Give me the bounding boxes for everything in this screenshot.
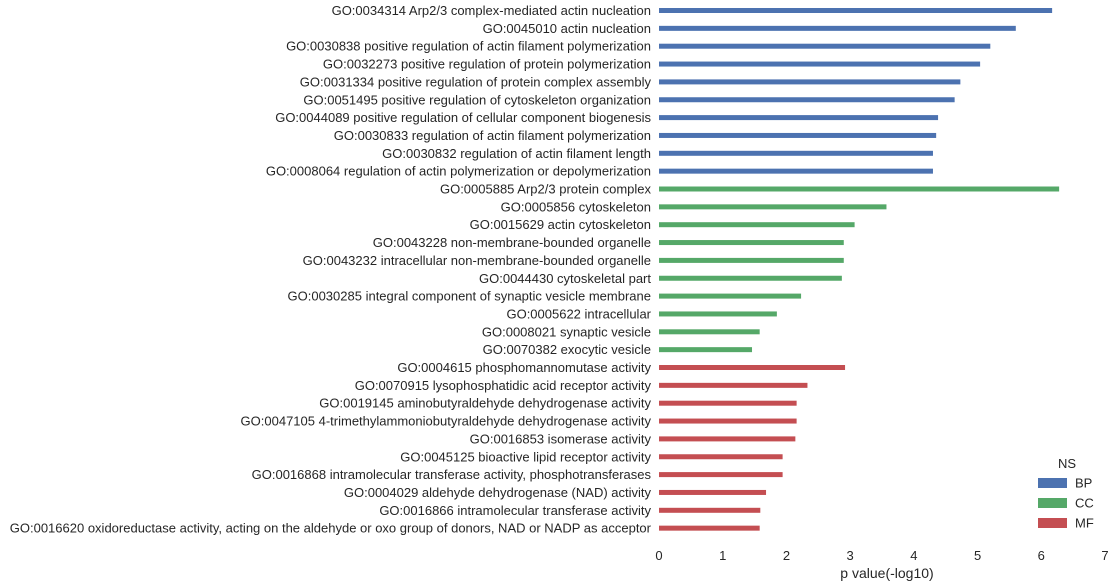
term-label: GO:0070382 exocytic vesicle	[483, 342, 651, 357]
legend-label-mf: MF	[1075, 516, 1094, 531]
legend-swatch-cc	[1038, 498, 1067, 508]
bar-mf-5	[659, 436, 796, 442]
term-label: GO:0044430 cytoskeletal part	[479, 271, 651, 286]
legend: NS BP CC MF	[1038, 456, 1094, 531]
term-label: GO:0004029 aldehyde dehydrogenase (NAD) …	[344, 485, 652, 500]
term-label: GO:0016868 intramolecular transferase ac…	[252, 467, 652, 482]
bar-bp-7	[659, 115, 939, 121]
term-label: GO:0031334 positive regulation of protei…	[300, 74, 652, 89]
term-label: GO:0070915 lysophosphatidic acid recepto…	[355, 378, 652, 393]
bar-cc-7	[659, 293, 802, 299]
bar-cc-8	[659, 311, 777, 317]
x-tick-label: 6	[1038, 548, 1045, 563]
term-label: GO:0005856 cytoskeleton	[501, 199, 651, 214]
term-label: GO:0016866 intramolecular transferase ac…	[379, 503, 651, 518]
bar-cc-6	[659, 275, 842, 281]
bar-mf-2	[659, 382, 808, 388]
bar-bp-5	[659, 79, 961, 85]
x-tick-label: 3	[847, 548, 854, 563]
x-tick-label: 1	[719, 548, 726, 563]
legend-label-cc: CC	[1075, 496, 1094, 511]
term-label: GO:0034314 Arp2/3 complex-mediated actin…	[332, 3, 651, 18]
bar-bp-8	[659, 132, 937, 138]
bar-bp-1	[659, 8, 1053, 13]
term-label: GO:0008021 synaptic vesicle	[482, 324, 651, 339]
term-label: GO:0015629 actin cytoskeleton	[470, 217, 651, 232]
bar-bp-4	[659, 61, 981, 67]
term-label: GO:0005622 intracellular	[506, 306, 651, 321]
x-tick-label: 5	[974, 548, 981, 563]
row-labels-layer: GO:0034314 Arp2/3 complex-mediated actin…	[10, 3, 652, 536]
term-label: GO:0019145 aminobutyraldehyde dehydrogen…	[319, 396, 651, 411]
term-label: GO:0047105 4-trimethylammoniobutyraldehy…	[241, 414, 652, 429]
bar-mf-8	[659, 489, 767, 495]
bar-cc-2	[659, 204, 887, 210]
term-label: GO:0030285 integral component of synapti…	[288, 289, 651, 304]
term-label: GO:0045010 actin nucleation	[483, 21, 651, 36]
bar-cc-3	[659, 222, 855, 228]
term-label: GO:0043228 non-membrane-bounded organell…	[373, 235, 651, 250]
term-label: GO:0032273 positive regulation of protei…	[323, 57, 651, 72]
term-label: GO:0008064 regulation of actin polymeriz…	[266, 164, 651, 179]
legend-swatch-mf	[1038, 518, 1067, 528]
bar-cc-9	[659, 329, 760, 335]
term-label: GO:0043232 intracellular non-membrane-bo…	[303, 253, 651, 268]
bar-cc-10	[659, 347, 753, 353]
legend-items: BP CC MF	[1038, 476, 1094, 531]
legend-title: NS	[1058, 456, 1076, 471]
term-label: GO:0004615 phosphomannomutase activity	[397, 360, 651, 375]
bar-bp-3	[659, 43, 991, 49]
term-label: GO:0030832 regulation of actin filament …	[382, 146, 651, 161]
term-label: GO:0044089 positive regulation of cellul…	[275, 110, 651, 125]
bar-mf-3	[659, 400, 797, 406]
bar-mf-6	[659, 454, 783, 460]
bar-mf-10	[659, 525, 760, 531]
x-axis-ticks: 0 1 2 3 4 5 6 7	[655, 548, 1108, 563]
bar-bp-9	[659, 150, 933, 156]
bars-layer	[659, 8, 1060, 531]
x-tick-label: 0	[655, 548, 662, 563]
term-label: GO:0045125 bioactive lipid receptor acti…	[400, 449, 651, 464]
bar-bp-2	[659, 25, 1016, 31]
legend-swatch-bp	[1038, 478, 1067, 488]
bar-cc-5	[659, 257, 844, 263]
x-tick-label: 7	[1101, 548, 1108, 563]
bar-cc-4	[659, 240, 844, 246]
term-label: GO:0030833 regulation of actin filament …	[334, 128, 651, 143]
bar-cc-1	[659, 186, 1060, 192]
term-label: GO:0016620 oxidoreductase activity, acti…	[10, 521, 652, 536]
term-label: GO:0005885 Arp2/3 protein complex	[440, 182, 652, 197]
bar-mf-4	[659, 418, 797, 424]
x-tick-label: 2	[783, 548, 790, 563]
bar-bp-10	[659, 168, 933, 174]
x-axis-title: p value(-log10)	[840, 565, 933, 581]
term-label: GO:0051495 positive regulation of cytosk…	[303, 92, 651, 107]
term-label: GO:0016853 isomerase activity	[470, 431, 652, 446]
legend-label-bp: BP	[1075, 476, 1092, 491]
bar-mf-1	[659, 365, 846, 370]
bar-mf-7	[659, 472, 783, 478]
x-tick-label: 4	[910, 548, 917, 563]
bar-bp-6	[659, 97, 955, 103]
term-label: GO:0030838 positive regulation of actin …	[286, 39, 651, 54]
bar-mf-9	[659, 507, 761, 513]
